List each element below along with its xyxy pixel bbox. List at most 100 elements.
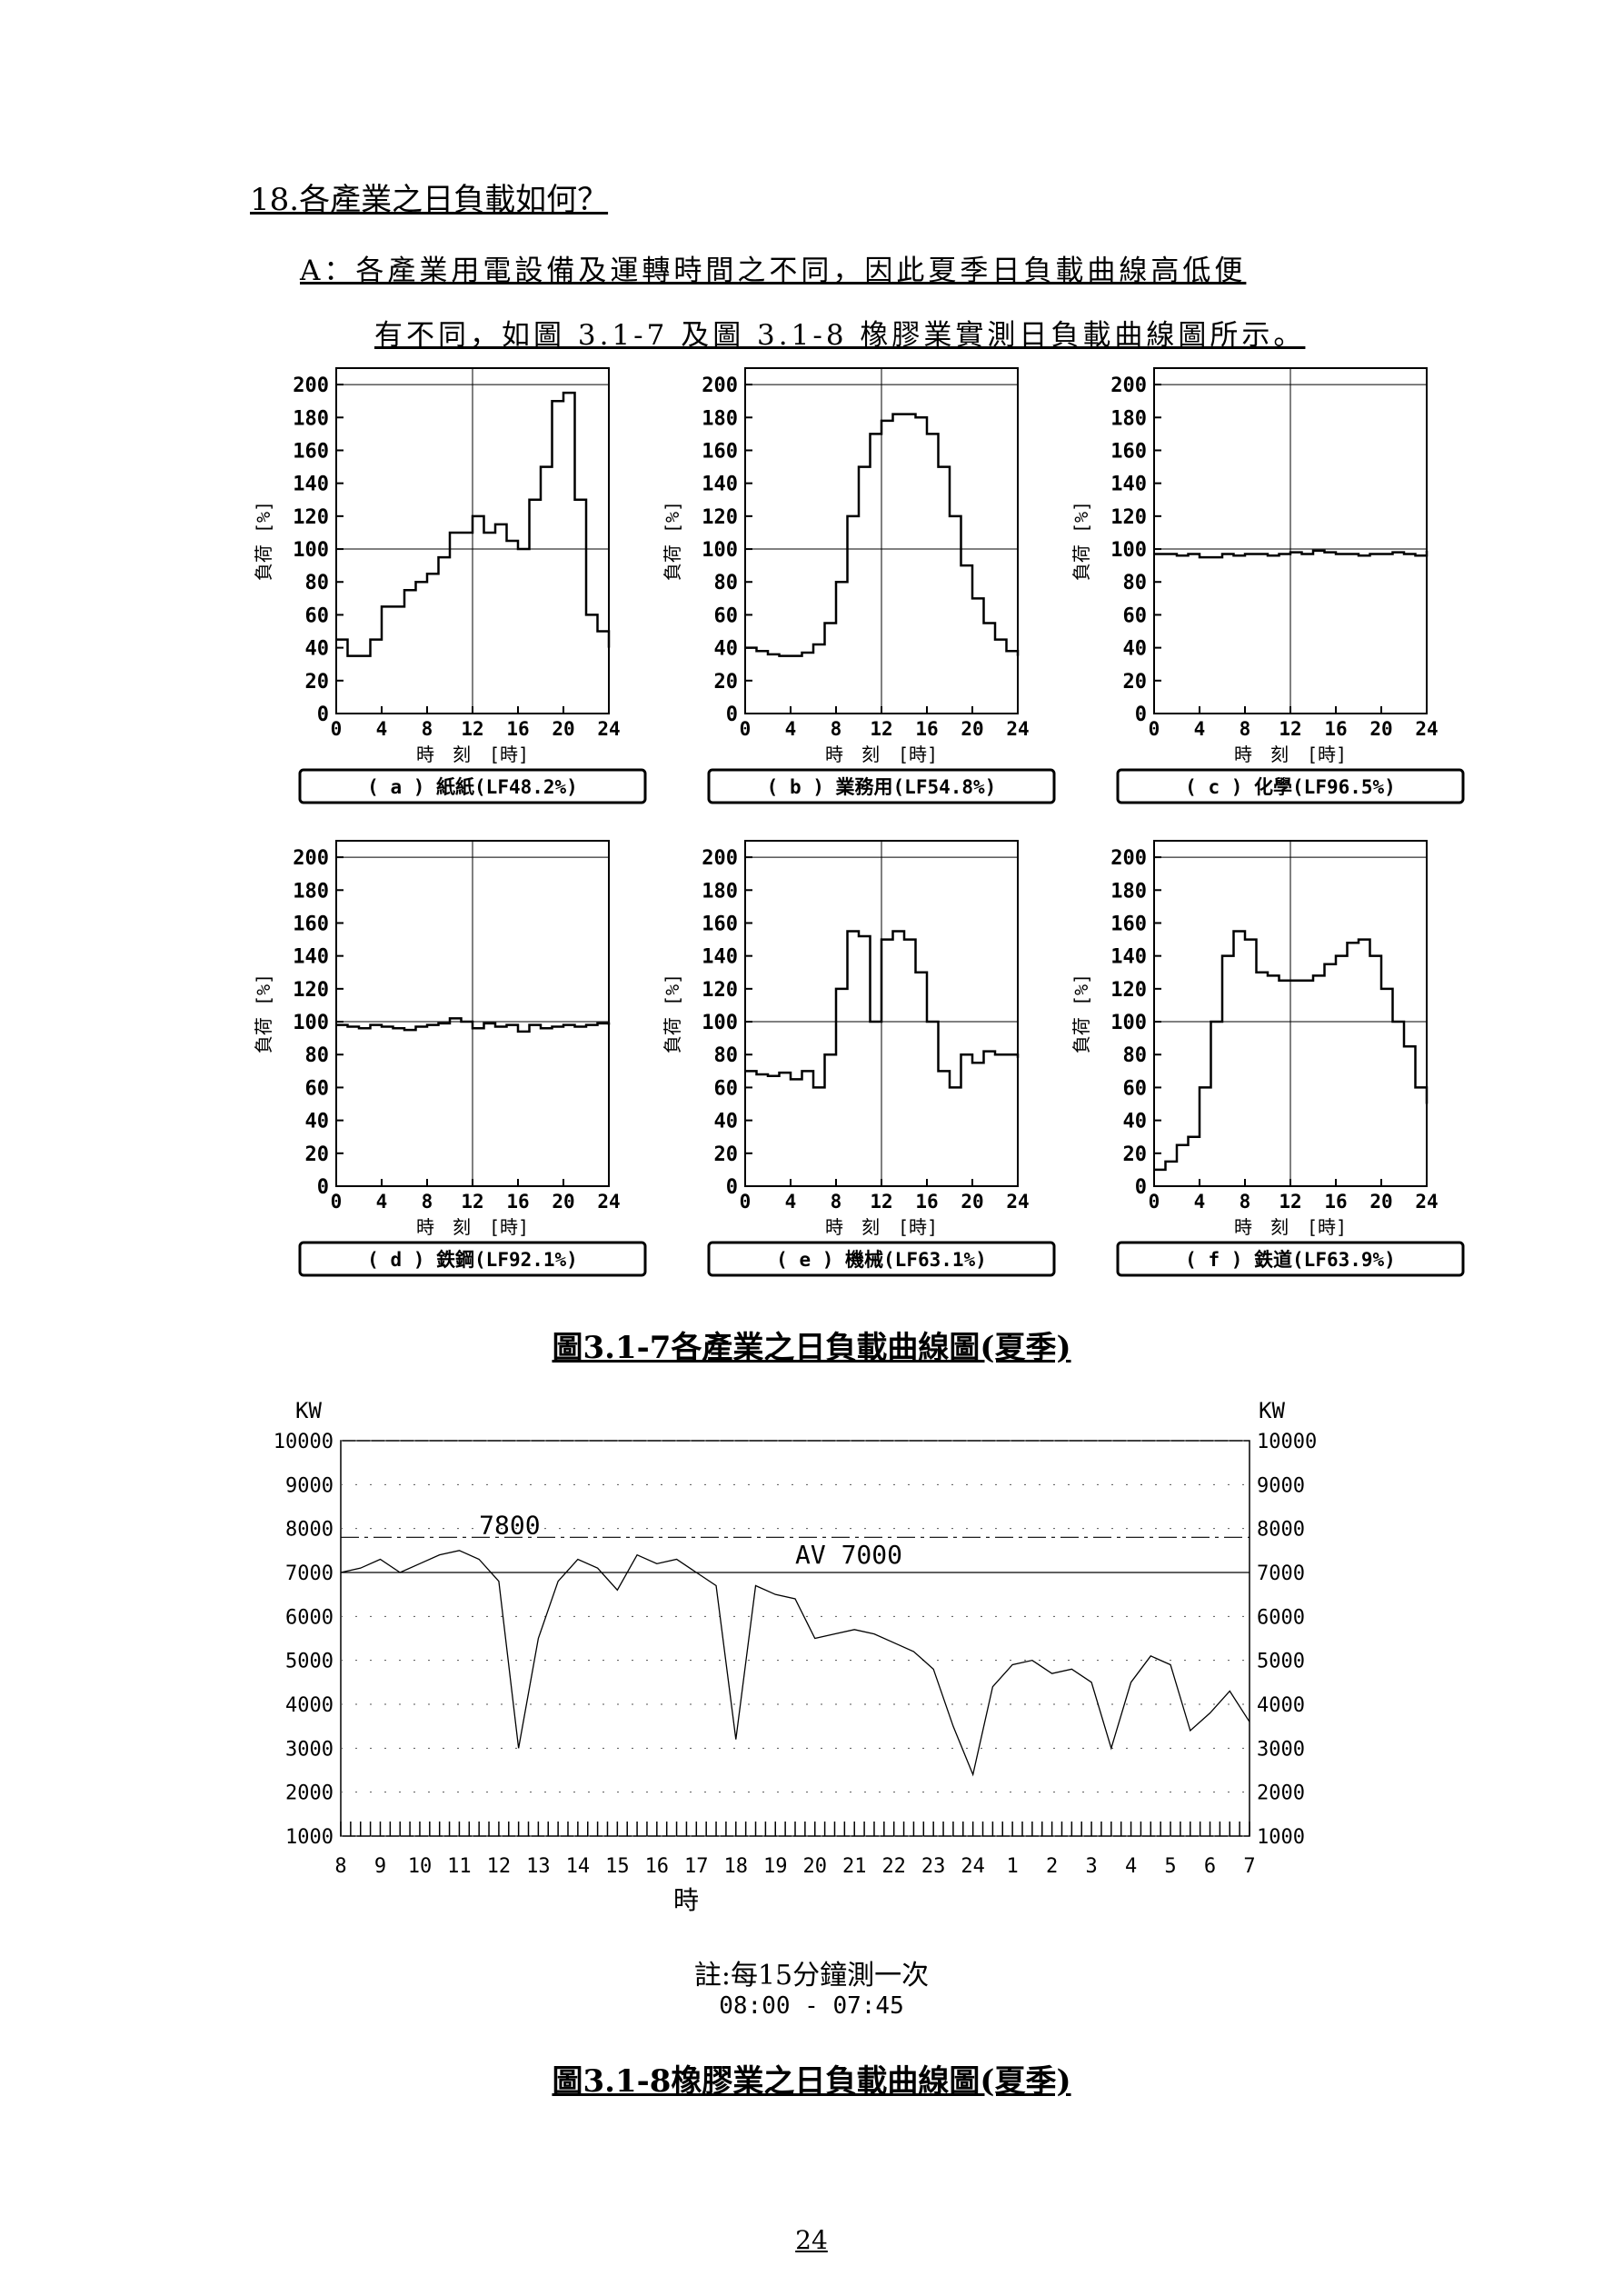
x-tick-label: 15 [605,1855,630,1878]
chart-subtitle-b: ( b ) 業務用(LF54.8%) [767,776,997,798]
x-tick-label: 8 [334,1855,346,1878]
y-tick-label: 40 [1123,638,1148,661]
x-tick-label: 8 [831,718,842,740]
unit-left: KW [295,1398,322,1423]
y-tick-label: 200 [1110,847,1147,870]
x-tick-label: 20 [961,718,983,740]
x-tick-label: 4 [376,718,388,740]
y-tick-label: 180 [702,407,738,430]
y-tick-label: 140 [293,474,329,496]
x-tick-label: 16 [1324,718,1347,740]
x-tick-label: 12 [487,1855,512,1878]
y-tick-label-left: 2000 [285,1782,334,1805]
x-tick-label: 20 [552,1191,574,1213]
y-tick-label: 160 [1110,440,1147,463]
x-tick-label: 16 [915,718,938,740]
y-tick-label: 0 [726,1176,738,1199]
subtitle-box [298,1241,647,1277]
y-tick-label: 200 [702,847,738,870]
x-axis-label: 時 刻 [時] [825,1216,938,1238]
question-heading: 18.各產業之日負載如何？ [250,182,609,218]
x-tick-label: 20 [961,1191,983,1213]
y-tick-label: 120 [702,979,738,1002]
y-tick-label-left: 3000 [285,1738,334,1761]
load-curve-c [1154,549,1429,559]
answer-line-2: 有不同，如圖 3.1-7 及圖 3.1-8 橡膠業實測日負載曲線圖所示。 [374,319,1306,352]
load-curve-f [1154,930,1429,1172]
x-tick-label: 20 [802,1855,827,1878]
y-tick-label: 0 [726,704,738,726]
chart-subtitle-c: ( c ) 化學(LF96.5%) [1185,776,1396,798]
y-tick-label: 140 [1110,474,1147,496]
figure1-caption: 圖3.1-7各產業之日負載曲線圖(夏季) [552,1330,1071,1366]
y-tick-label: 80 [1123,1044,1148,1067]
x-tick-label: 1 [1007,1855,1019,1878]
small-chart-c: 0 20 40 60 80 100 120 140 160 180 200 0 4 8 12 16 20 24 時 … [1068,364,1468,813]
y-tick-label: 20 [1123,671,1148,694]
y-tick-label-right: 6000 [1257,1606,1305,1629]
small-chart-svg-f: 0 20 40 60 80 100 120 140 160 180 200 0 4 8 12 16 20 24 時 … [1070,840,1465,1277]
y-tick-label: 20 [714,1143,739,1166]
y-tick-label: 40 [714,1111,739,1133]
x-tick-label: 12 [461,1191,483,1213]
y-tick-label-right: 10000 [1257,1431,1317,1453]
x-tick-label: 20 [552,718,574,740]
y-tick-label-right: 3000 [1257,1738,1305,1761]
small-chart-svg-b: 0 20 40 60 80 100 120 140 160 180 200 0 4 8 12 16 20 24 時 … [662,367,1056,804]
y-tick-label-right: 2000 [1257,1782,1305,1805]
x-tick-label: 20 [1369,1191,1392,1213]
y-tick-label-left: 7000 [285,1562,334,1585]
x-tick-label: 7 [1243,1855,1255,1878]
x-tick-label: 6 [1204,1855,1216,1878]
x-tick-label: 12 [1279,718,1301,740]
y-axis-label: 負荷 [%] [1070,973,1092,1053]
x-tick-label: 8 [422,718,433,740]
small-chart-svg-a: 0 20 40 60 80 100 120 140 160 180 200 0 4 8 12 16 20 24 時 … [253,367,647,804]
time-range: 08:00 - 07:45 [719,1992,904,2020]
y-tick-label: 100 [1110,1012,1147,1034]
y-tick-label: 60 [305,1077,330,1100]
y-tick-label: 140 [293,946,329,969]
x-tick-label: 2 [1046,1855,1058,1878]
y-tick-label-right: 9000 [1257,1474,1305,1497]
chart-subtitle-d: ( d ) 鉄鋼(LF92.1%) [367,1249,578,1271]
x-tick-label: 8 [422,1191,433,1213]
x-tick-label: 8 [831,1191,842,1213]
x-tick-label: 16 [645,1855,670,1878]
x-tick-label: 12 [1279,1191,1301,1213]
x-tick-label: 12 [870,718,892,740]
y-tick-label: 140 [702,946,738,969]
y-tick-label: 0 [317,704,329,726]
y-tick-label: 120 [702,506,738,529]
rubber-load-chart-svg: KW KW 1000 1000 2000 2000 3000 3000 4000 4000 5000… [274,1398,1317,1915]
small-chart-b: 0 20 40 60 80 100 120 140 160 180 200 0 4 8 12 16 20 24 時 … [659,364,1059,813]
x-tick-label: 3 [1085,1855,1097,1878]
x-tick-label: 0 [740,1191,752,1213]
y-tick-label-left: 10000 [274,1431,334,1453]
x-tick-label: 8 [1240,718,1251,740]
y-tick-label: 160 [702,440,738,463]
figure2-caption: 圖3.1-8橡膠業之日負載曲線圖(夏季) [552,2063,1071,2100]
x-axis-label: 時 刻 [時] [416,744,529,765]
unit-right: KW [1259,1398,1285,1423]
chart-subtitle-f: ( f ) 鉄道(LF63.9%) [1185,1249,1396,1271]
x-axis-label: 時 [673,1885,699,1915]
x-tick-label: 10 [408,1855,433,1878]
y-tick-label: 20 [305,671,330,694]
y-axis-label: 負荷 [%] [662,501,683,581]
y-axis-label: 負荷 [%] [253,973,274,1053]
small-chart-svg-c: 0 20 40 60 80 100 120 140 160 180 200 0 4 8 12 16 20 24 時 … [1070,367,1465,804]
x-tick-label: 16 [506,718,529,740]
y-axis-label: 負荷 [%] [253,501,274,581]
x-axis-label: 時 刻 [時] [825,744,938,765]
load-curve-b [745,413,1020,657]
y-tick-label: 60 [1123,604,1148,627]
small-chart-svg-d: 0 20 40 60 80 100 120 140 160 180 200 0 4 8 12 16 20 24 時 … [253,840,647,1277]
y-tick-label-left: 9000 [285,1474,334,1497]
answer-line-1: A：各產業用電設備及運轉時間之不同，因此夏季日負載曲線高低便 [300,255,1247,287]
y-tick-label: 200 [293,847,329,870]
y-tick-label: 20 [1123,1143,1148,1166]
x-tick-label: 16 [1324,1191,1347,1213]
y-tick-label-right: 7000 [1257,1562,1305,1585]
x-tick-label: 12 [461,718,483,740]
